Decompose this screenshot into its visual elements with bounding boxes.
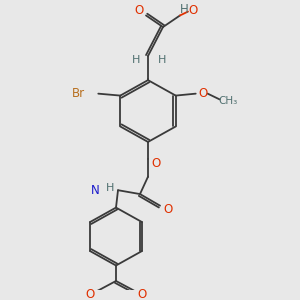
Text: H: H [158,55,166,65]
Text: H: H [106,183,114,193]
Text: N: N [91,184,100,197]
Text: Br: Br [72,87,85,100]
Text: O: O [137,288,147,300]
Text: H: H [180,3,188,16]
Text: O: O [198,87,207,100]
Text: O: O [85,288,94,300]
Text: O: O [164,203,172,216]
Text: O: O [188,4,198,17]
Text: CH₃: CH₃ [218,96,237,106]
Text: O: O [152,157,160,170]
Text: H: H [132,55,140,65]
Text: O: O [134,4,144,17]
